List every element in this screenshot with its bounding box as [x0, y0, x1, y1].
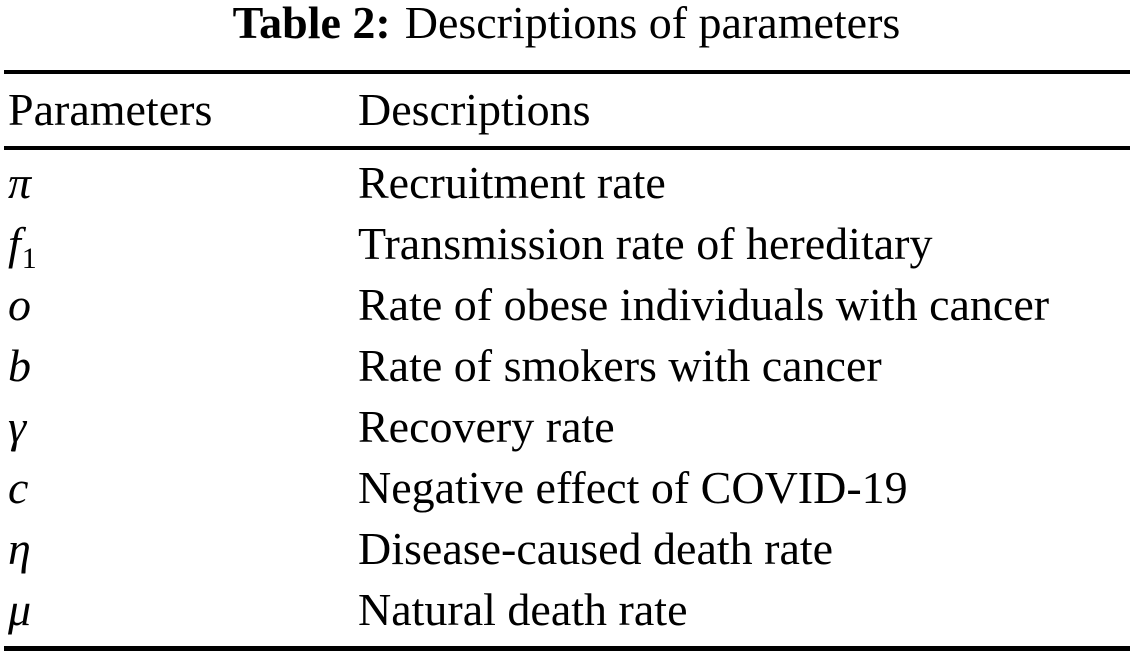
parameter-symbol-cell: o	[8, 274, 358, 335]
parameter-symbol-cell: μ	[8, 579, 358, 640]
table-caption-label: Table 2:	[232, 0, 391, 48]
table-body: π Recruitment rate f1 Transmission rate …	[8, 152, 1133, 640]
parameter-symbol: π	[8, 157, 32, 208]
parameter-description: Negative effect of COVID-19	[358, 462, 908, 513]
parameter-description: Recovery rate	[358, 401, 615, 452]
table-row: η Disease-caused death rate	[8, 518, 1133, 579]
table-row: f1 Transmission rate of hereditary	[8, 213, 1133, 275]
parameter-symbol-subscript: 1	[21, 242, 37, 275]
parameter-description: Recruitment rate	[358, 157, 666, 208]
table-row: μ Natural death rate	[8, 579, 1133, 640]
parameter-symbol: γ	[8, 401, 27, 452]
table-row: γ Recovery rate	[8, 396, 1133, 457]
parameter-symbol-cell: π	[8, 152, 358, 213]
parameter-description: Transmission rate of hereditary	[358, 218, 933, 269]
table-header-row: Parameters Descriptions	[8, 84, 1133, 136]
table-row: π Recruitment rate	[8, 152, 1133, 213]
parameter-symbol: μ	[8, 584, 32, 635]
parameter-description: Natural death rate	[358, 584, 688, 635]
parameter-symbol-cell: b	[8, 335, 358, 396]
table-top-rule	[4, 70, 1130, 74]
table-row: b Rate of smokers with cancer	[8, 335, 1133, 396]
column-header-parameters: Parameters	[8, 84, 213, 135]
parameter-symbol-cell: γ	[8, 396, 358, 457]
parameter-description: Rate of obese individuals with cancer	[358, 279, 1050, 330]
parameter-symbol: f	[8, 218, 21, 269]
table-bottom-rule	[4, 646, 1130, 651]
parameter-symbol-cell: f1	[8, 213, 358, 275]
table-row: c Negative effect of COVID-19	[8, 457, 1133, 518]
table-row: o Rate of obese individuals with cancer	[8, 274, 1133, 335]
table-caption-text: Descriptions of parameters	[404, 0, 901, 48]
parameter-description: Rate of smokers with cancer	[358, 340, 882, 391]
parameter-symbol-cell: c	[8, 457, 358, 518]
parameter-symbol: o	[8, 279, 31, 330]
parameter-symbol: c	[8, 462, 29, 513]
column-header-descriptions: Descriptions	[358, 84, 591, 135]
parameter-symbol: b	[8, 340, 31, 391]
table-caption: Table 2: Descriptions of parameters	[0, 0, 1133, 49]
parameter-description: Disease-caused death rate	[358, 523, 834, 574]
parameter-symbol-cell: η	[8, 518, 358, 579]
table-header-rule	[4, 146, 1130, 150]
parameter-symbol: η	[8, 523, 31, 574]
